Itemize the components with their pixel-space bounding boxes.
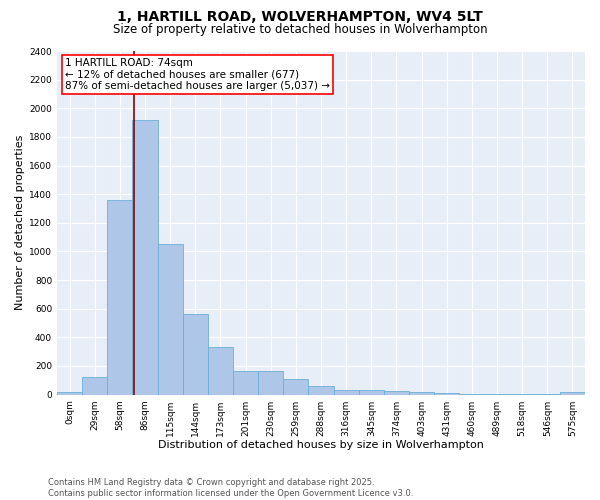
Bar (258, 371, 283, 394)
Text: 1, HARTILL ROAD, WOLVERHAMPTON, WV4 5LT: 1, HARTILL ROAD, WOLVERHAMPTON, WV4 5LT (117, 10, 483, 24)
Text: Contains HM Land Registry data © Crown copyright and database right 2025.
Contai: Contains HM Land Registry data © Crown c… (48, 478, 413, 498)
X-axis label: Distribution of detached houses by size in Wolverhampton: Distribution of detached houses by size … (158, 440, 484, 450)
Bar (133, 120, 158, 394)
Bar (308, 386, 334, 394)
Bar (359, 390, 384, 394)
Bar (384, 391, 409, 394)
Bar (208, 346, 233, 395)
Bar (183, 314, 208, 394)
Bar (283, 379, 308, 394)
Text: Size of property relative to detached houses in Wolverhampton: Size of property relative to detached ho… (113, 22, 487, 36)
Bar (158, 244, 183, 394)
Text: 1 HARTILL ROAD: 74sqm
← 12% of detached houses are smaller (677)
87% of semi-det: 1 HARTILL ROAD: 74sqm ← 12% of detached … (65, 58, 330, 91)
Y-axis label: Number of detached properties: Number of detached properties (15, 135, 25, 310)
Bar (334, 390, 359, 394)
Bar (82, 376, 107, 394)
Bar (233, 371, 258, 394)
Bar (409, 392, 434, 394)
Bar (560, 392, 585, 394)
Bar (57, 392, 82, 394)
Bar (107, 200, 133, 394)
